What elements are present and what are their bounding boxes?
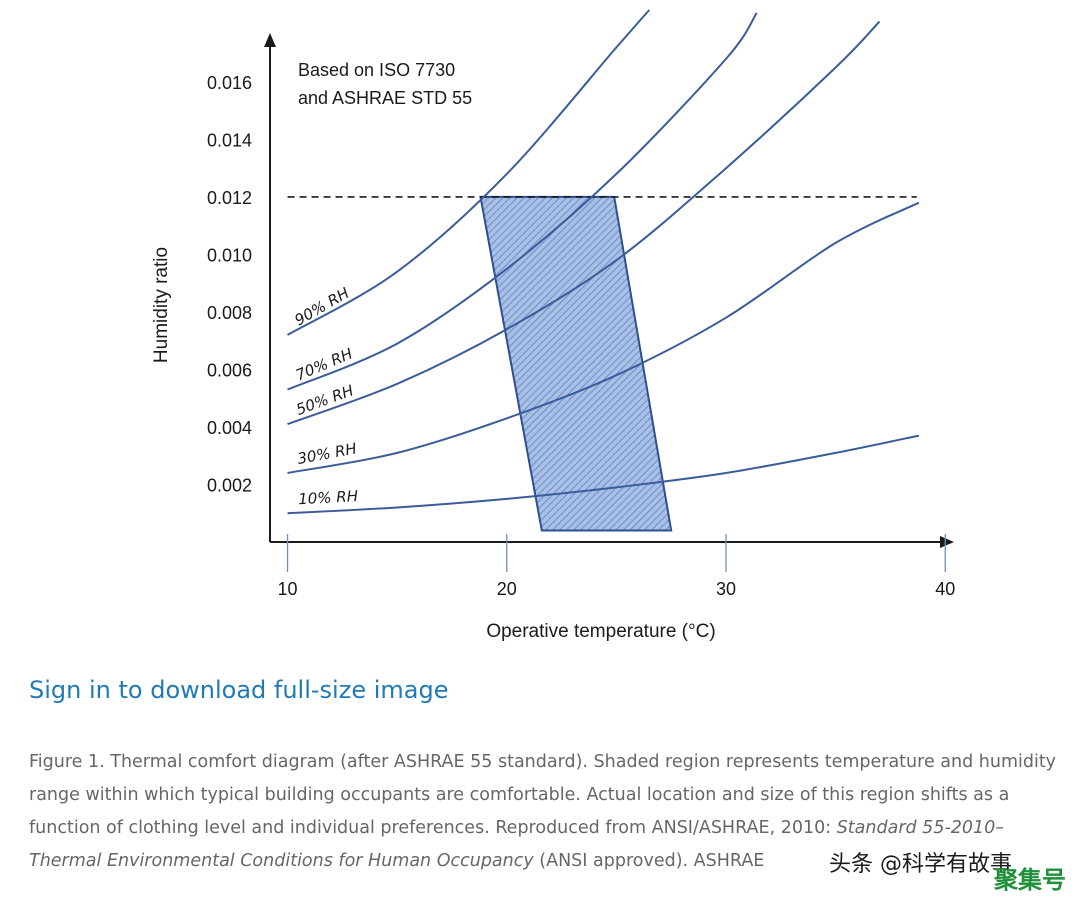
- x-tick-label: 30: [716, 579, 736, 599]
- x-tick-label: 10: [278, 579, 298, 599]
- y-tick-label: 0.006: [207, 360, 252, 380]
- thermal-comfort-chart: 10 20 30 40 0.002 0.004 0.006 0.008 0.010 0.012 0.…: [151, 9, 955, 642]
- chart-note-line-1: Based on ISO 7730: [298, 60, 455, 80]
- y-tick-label: 0.008: [207, 303, 252, 323]
- rh-label-90-rh: 90% RH: [292, 284, 353, 329]
- watermark-logo: 聚集号: [994, 866, 1066, 894]
- y-tick-label: 0.010: [207, 245, 252, 265]
- y-tick-label: 0.016: [207, 73, 252, 93]
- caption-text-end: (ANSI approved). ASHRAE: [533, 851, 765, 871]
- rh-label-70-rh: 70% RH: [293, 345, 355, 385]
- rh-curve-10-rh: [287, 434, 920, 515]
- x-tick-label: 20: [497, 579, 517, 599]
- rh-label-10-rh: 10% RH: [298, 487, 359, 508]
- x-axis-title: Operative temperature (°C): [486, 621, 715, 642]
- caption-italic-title: Standard 55-2010–Thermal Environmental C…: [29, 818, 1005, 871]
- x-axis-arrow: [940, 536, 954, 548]
- rh-curve-50-rh: [287, 20, 881, 426]
- y-tick-label: 0.004: [207, 418, 252, 438]
- y-tick-label: 0.002: [207, 475, 252, 495]
- x-tick-label: 40: [935, 579, 955, 599]
- rh-curve-30-rh: [287, 201, 920, 474]
- watermark: 头条 @科学有故事: [829, 852, 1012, 877]
- rh-curve-70-rh: [287, 12, 758, 391]
- rh-label-50-rh: 50% RH: [294, 381, 356, 419]
- caption-text: Figure 1. Thermal comfort diagram (after…: [29, 752, 1057, 838]
- rh-curve-90-rh: [287, 9, 651, 336]
- y-axis-title: Humidity ratio: [151, 247, 172, 363]
- y-axis-arrow: [264, 33, 276, 47]
- y-tick-label: 0.014: [207, 130, 252, 150]
- sign-in-download-link[interactable]: Sign in to download full-size image: [29, 676, 449, 704]
- figure-caption: Figure 1. Thermal comfort diagram (after…: [29, 746, 1059, 878]
- y-tick-label: 0.012: [207, 188, 252, 208]
- chart-note-line-2: and ASHRAE STD 55: [298, 88, 472, 108]
